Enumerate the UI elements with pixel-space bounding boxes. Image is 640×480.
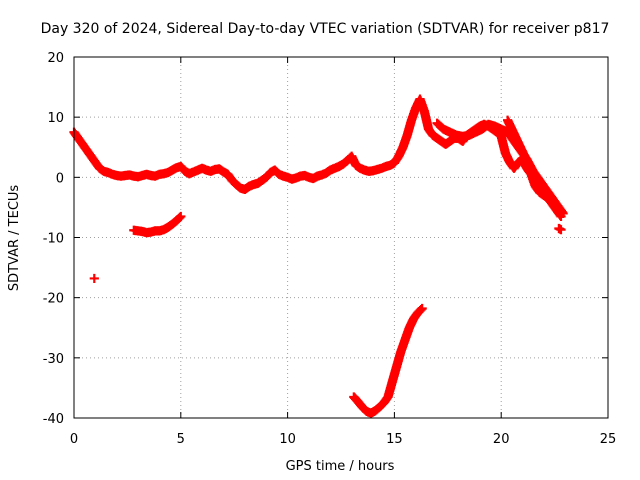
y-axis-label: SDTVAR / TECUs — [7, 185, 22, 292]
x-tick-label: 10 — [279, 432, 296, 447]
y-tick-label: -10 — [43, 232, 64, 247]
grid — [74, 57, 608, 418]
y-tick-label: -20 — [43, 292, 64, 307]
x-tick-label: 0 — [70, 432, 78, 447]
x-axis-label: GPS time / hours — [286, 459, 395, 474]
data-point — [556, 225, 566, 235]
y-tick-label: -40 — [43, 412, 64, 427]
data-point — [89, 273, 99, 284]
data-point — [554, 205, 564, 216]
data-point — [417, 303, 427, 314]
axis-ticks: 0 5 10 15 20 25 -40 -30 -20 -10 0 10 20 — [43, 51, 617, 447]
data-point — [176, 211, 186, 222]
x-tick-label: 25 — [600, 432, 617, 447]
x-tick-label: 5 — [177, 432, 185, 447]
chart-title: Day 320 of 2024, Sidereal Day-to-day VTE… — [41, 21, 610, 37]
data-points — [69, 94, 568, 418]
y-tick-label: -30 — [43, 352, 64, 367]
x-tick-label: 20 — [493, 432, 510, 447]
y-tick-label: 0 — [56, 171, 64, 186]
x-tick-label: 15 — [386, 432, 403, 447]
y-tick-label: 20 — [47, 51, 64, 66]
y-tick-label: 10 — [47, 111, 64, 126]
